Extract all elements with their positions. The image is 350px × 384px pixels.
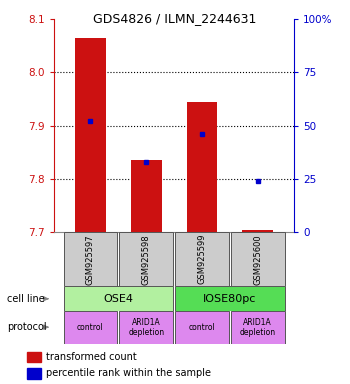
FancyBboxPatch shape bbox=[175, 311, 229, 344]
FancyBboxPatch shape bbox=[64, 286, 173, 311]
Text: GSM925599: GSM925599 bbox=[197, 234, 206, 285]
Bar bbox=[131, 161, 162, 232]
Text: percentile rank within the sample: percentile rank within the sample bbox=[46, 368, 211, 379]
Text: GSM925598: GSM925598 bbox=[142, 234, 151, 285]
Text: GSM925597: GSM925597 bbox=[86, 234, 95, 285]
Text: GSM925600: GSM925600 bbox=[253, 234, 262, 285]
FancyBboxPatch shape bbox=[175, 232, 229, 286]
Text: cell line: cell line bbox=[7, 294, 45, 304]
FancyBboxPatch shape bbox=[119, 311, 173, 344]
FancyBboxPatch shape bbox=[64, 311, 117, 344]
Text: OSE4: OSE4 bbox=[103, 293, 133, 304]
Bar bbox=[27, 352, 41, 362]
Text: ARID1A
depletion: ARID1A depletion bbox=[128, 318, 164, 337]
Text: control: control bbox=[77, 323, 104, 332]
Text: protocol: protocol bbox=[7, 322, 47, 332]
FancyBboxPatch shape bbox=[231, 311, 285, 344]
Text: IOSE80pc: IOSE80pc bbox=[203, 293, 257, 304]
Text: transformed count: transformed count bbox=[46, 352, 137, 362]
Bar bbox=[243, 230, 273, 232]
Text: control: control bbox=[189, 323, 215, 332]
FancyBboxPatch shape bbox=[119, 232, 173, 286]
Bar bbox=[75, 38, 106, 232]
Text: ARID1A
depletion: ARID1A depletion bbox=[240, 318, 276, 337]
Bar bbox=[187, 102, 217, 232]
FancyBboxPatch shape bbox=[175, 286, 285, 311]
Bar bbox=[27, 368, 41, 379]
FancyBboxPatch shape bbox=[231, 232, 285, 286]
Text: GDS4826 / ILMN_2244631: GDS4826 / ILMN_2244631 bbox=[93, 12, 257, 25]
FancyBboxPatch shape bbox=[64, 232, 117, 286]
